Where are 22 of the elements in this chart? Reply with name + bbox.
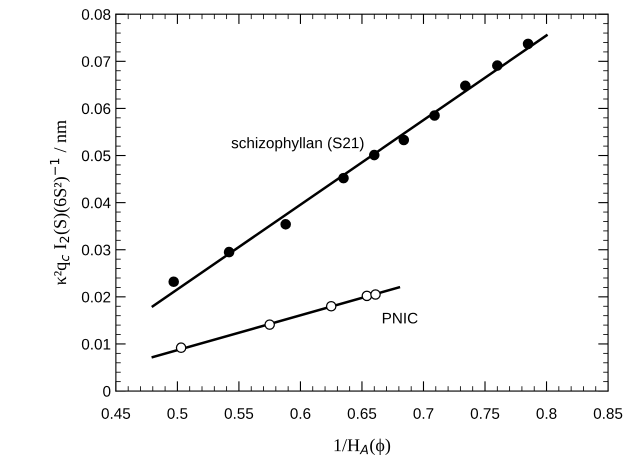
x-tick-label: 0.85 bbox=[594, 408, 622, 419]
y-tick-label: 0.08 bbox=[82, 9, 110, 20]
x-tick-label: 0.8 bbox=[536, 408, 556, 419]
y-tick-label: 0 bbox=[103, 386, 110, 397]
y-tick-label: 0.04 bbox=[82, 198, 111, 208]
y-tick-label: 0.07 bbox=[82, 56, 110, 68]
y-tick-label: 0.01 bbox=[82, 338, 110, 350]
x-axis-title: 1/H$_{A}$(ϕ) bbox=[334, 438, 390, 455]
x-tick-label: 0.55 bbox=[224, 408, 254, 419]
series-label: schizophyllan (S21) bbox=[232, 137, 364, 152]
y-tick-label: 0.06 bbox=[82, 103, 110, 114]
x-tick-label: 0.7 bbox=[413, 408, 434, 419]
x-tick-label: 0.5 bbox=[167, 408, 188, 419]
y-axis-title: κ²q$_{c}$ I$_{2}$(S)(6S²)$^{−1}$ / nm bbox=[50, 120, 70, 285]
x-tick-label: 0.65 bbox=[348, 408, 376, 419]
y-tick-label: 0.02 bbox=[82, 292, 110, 303]
x-tick-label: 0.45 bbox=[102, 408, 130, 419]
y-tick-label: 0.05 bbox=[82, 150, 110, 162]
y-tick-label: 0.03 bbox=[82, 244, 110, 256]
x-tick-label: 0.6 bbox=[290, 408, 310, 419]
x-tick-label: 0.75 bbox=[470, 408, 500, 419]
series-label: PNIC bbox=[382, 312, 418, 324]
